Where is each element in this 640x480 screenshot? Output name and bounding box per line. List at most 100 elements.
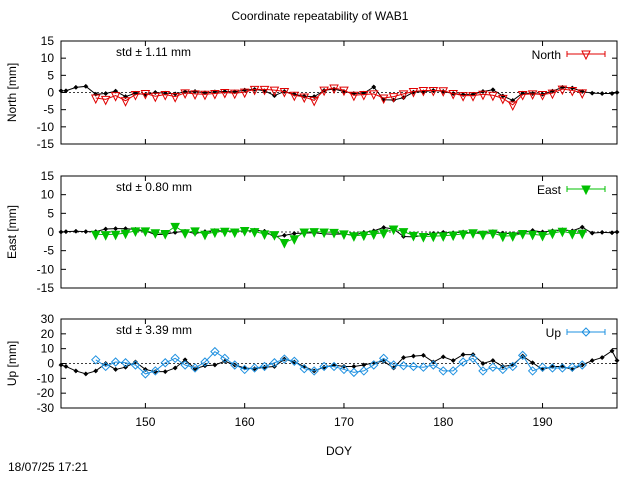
data-point-east bbox=[557, 227, 568, 238]
legend-marker bbox=[581, 327, 591, 337]
data-point-east bbox=[120, 229, 131, 240]
data-point-east bbox=[527, 230, 538, 241]
data-point-north bbox=[319, 86, 329, 97]
data-point-north bbox=[249, 85, 260, 96]
data-point-up bbox=[329, 361, 339, 372]
data-point-reference bbox=[63, 88, 69, 94]
data-point-up bbox=[190, 363, 200, 373]
std-annotation: std ± 0.80 mm bbox=[116, 180, 192, 194]
data-point-reference bbox=[440, 354, 446, 360]
data-point-east bbox=[408, 231, 419, 242]
data-point-north bbox=[170, 93, 180, 103]
data-point-reference bbox=[58, 229, 64, 235]
data-point-up bbox=[160, 358, 170, 368]
data-point-reference bbox=[63, 229, 69, 235]
data-point-north bbox=[229, 89, 240, 100]
data-point-up bbox=[289, 356, 300, 366]
data-point-reference bbox=[232, 89, 238, 95]
data-point-east bbox=[398, 228, 409, 238]
data-point-reference bbox=[291, 230, 297, 237]
data-point-north bbox=[438, 87, 449, 97]
chart-title: Coordinate repeatability of WAB1 bbox=[231, 9, 409, 23]
data-point-up bbox=[230, 360, 240, 370]
data-point-up bbox=[239, 364, 250, 375]
std-annotation: std ± 3.39 mm bbox=[116, 323, 192, 337]
data-point-east bbox=[388, 225, 399, 236]
data-point-east bbox=[309, 228, 319, 238]
data-point-up bbox=[517, 350, 528, 361]
data-point-up bbox=[478, 366, 488, 376]
data-point-east bbox=[130, 227, 141, 237]
data-point-reference bbox=[589, 230, 595, 236]
data-point-up bbox=[91, 355, 101, 365]
data-point-east bbox=[259, 230, 270, 240]
data-point-up bbox=[299, 363, 309, 374]
data-point-reference bbox=[103, 226, 109, 232]
data-point-up bbox=[388, 360, 399, 370]
data-point-up bbox=[359, 366, 369, 376]
legend-marker bbox=[581, 185, 591, 196]
data-point-reference bbox=[58, 88, 64, 94]
y-tick-label: -10 bbox=[37, 262, 55, 276]
data-point-east bbox=[488, 229, 498, 240]
data-point-reference bbox=[614, 357, 620, 364]
data-point-reference bbox=[113, 88, 119, 94]
data-point-reference bbox=[152, 89, 158, 96]
y-tick-label: -10 bbox=[37, 120, 55, 134]
data-point-up bbox=[369, 360, 379, 370]
data-point-north bbox=[100, 95, 111, 106]
data-point-reference bbox=[381, 224, 387, 231]
data-point-up bbox=[448, 366, 458, 376]
data-point-reference bbox=[182, 89, 188, 95]
data-point-reference bbox=[599, 90, 605, 97]
data-point-east bbox=[498, 232, 508, 243]
data-point-east bbox=[507, 232, 518, 242]
panel-east: 15 10 5 0 -5 -10 -15 East [mm] std ± 0.80 mm East bbox=[5, 169, 620, 295]
data-point-reference bbox=[569, 85, 575, 91]
data-point-north bbox=[140, 90, 151, 100]
data-point-east bbox=[567, 229, 578, 240]
data-point-up bbox=[418, 362, 429, 372]
data-point-up bbox=[319, 361, 329, 372]
data-point-up bbox=[398, 361, 409, 371]
data-point-reference bbox=[58, 362, 64, 368]
data-point-north bbox=[448, 90, 458, 100]
data-point-north bbox=[517, 91, 528, 101]
data-point-east bbox=[368, 230, 379, 240]
data-point-reference bbox=[192, 88, 198, 95]
series-line-up bbox=[95, 350, 583, 375]
data-point-north bbox=[150, 92, 161, 103]
data-point-north bbox=[200, 90, 210, 101]
series-line-north bbox=[95, 87, 583, 106]
data-point-east bbox=[468, 229, 478, 239]
data-point-north bbox=[408, 87, 419, 98]
data-point-north bbox=[110, 92, 121, 102]
data-point-east bbox=[478, 230, 488, 241]
data-point-up bbox=[279, 354, 290, 364]
data-point-east bbox=[269, 231, 280, 241]
data-point-east bbox=[289, 235, 300, 245]
y-tick-label: 5 bbox=[47, 206, 54, 220]
data-point-north bbox=[359, 91, 369, 101]
data-point-up bbox=[567, 362, 578, 372]
data-point-east bbox=[229, 228, 240, 239]
x-tick-label: 160 bbox=[235, 415, 255, 429]
data-point-reference bbox=[162, 90, 168, 96]
data-point-north bbox=[507, 101, 518, 111]
data-point-up bbox=[269, 358, 280, 368]
data-point-north bbox=[130, 91, 141, 101]
data-point-up bbox=[378, 353, 389, 364]
data-point-east bbox=[448, 231, 458, 242]
data-point-north bbox=[527, 90, 538, 100]
data-point-north bbox=[180, 89, 190, 99]
timestamp-footer: 18/07/25 17:21 bbox=[8, 460, 89, 474]
data-point-north bbox=[329, 84, 339, 95]
y-tick-label: -30 bbox=[37, 401, 55, 415]
data-point-reference bbox=[614, 229, 620, 235]
std-annotation: std ± 1.11 mm bbox=[116, 45, 191, 59]
data-point-reference bbox=[609, 348, 615, 354]
data-point-north bbox=[269, 86, 280, 97]
legend-marker bbox=[581, 50, 591, 61]
data-point-reference bbox=[73, 84, 79, 90]
